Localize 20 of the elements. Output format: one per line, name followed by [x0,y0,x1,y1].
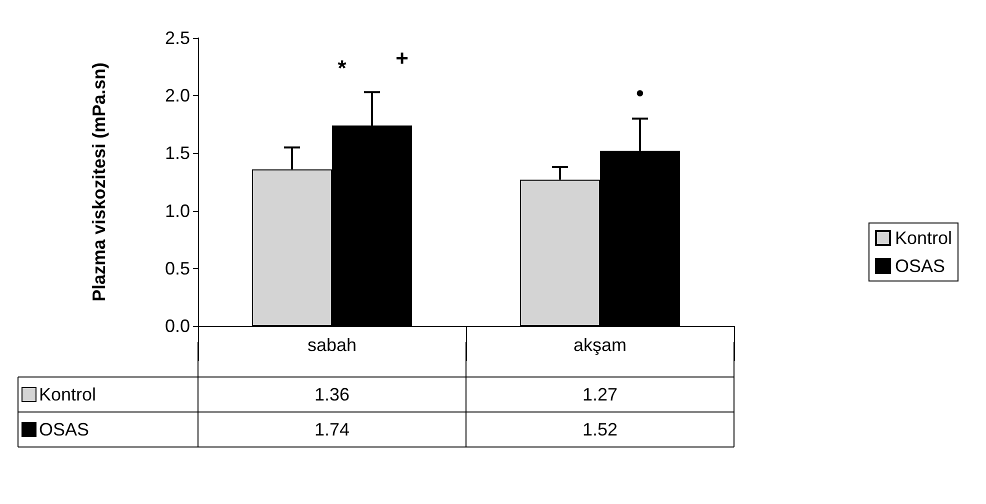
y-tick-label: 1.0 [164,200,190,221]
legend-label: OSAS [894,256,945,276]
x-tick-label: akşam [573,335,627,355]
data-label: 1.74 [314,420,350,440]
legend-label: Kontrol [39,384,96,404]
y-tick-label: 0.5 [164,258,190,278]
annotation: + [396,46,408,70]
annotation: • [636,80,644,106]
annotation: * [338,56,347,80]
y-tick-label: 0.0 [164,316,190,336]
y-tick-label: 1.5 [164,143,190,164]
y-tick-label: 2.5 [164,28,190,48]
data-label: 1.27 [582,384,618,404]
x-tick-label: sabah [307,335,357,355]
data-label: 1.52 [582,420,618,440]
y-tick-label: 2.0 [164,86,190,106]
data-label: 1.36 [314,384,350,404]
text: Kontrol [894,228,952,248]
text: OSAS [39,420,90,440]
y-axis-title: Plazma viskozitesi (mPa.sn) [89,62,109,302]
